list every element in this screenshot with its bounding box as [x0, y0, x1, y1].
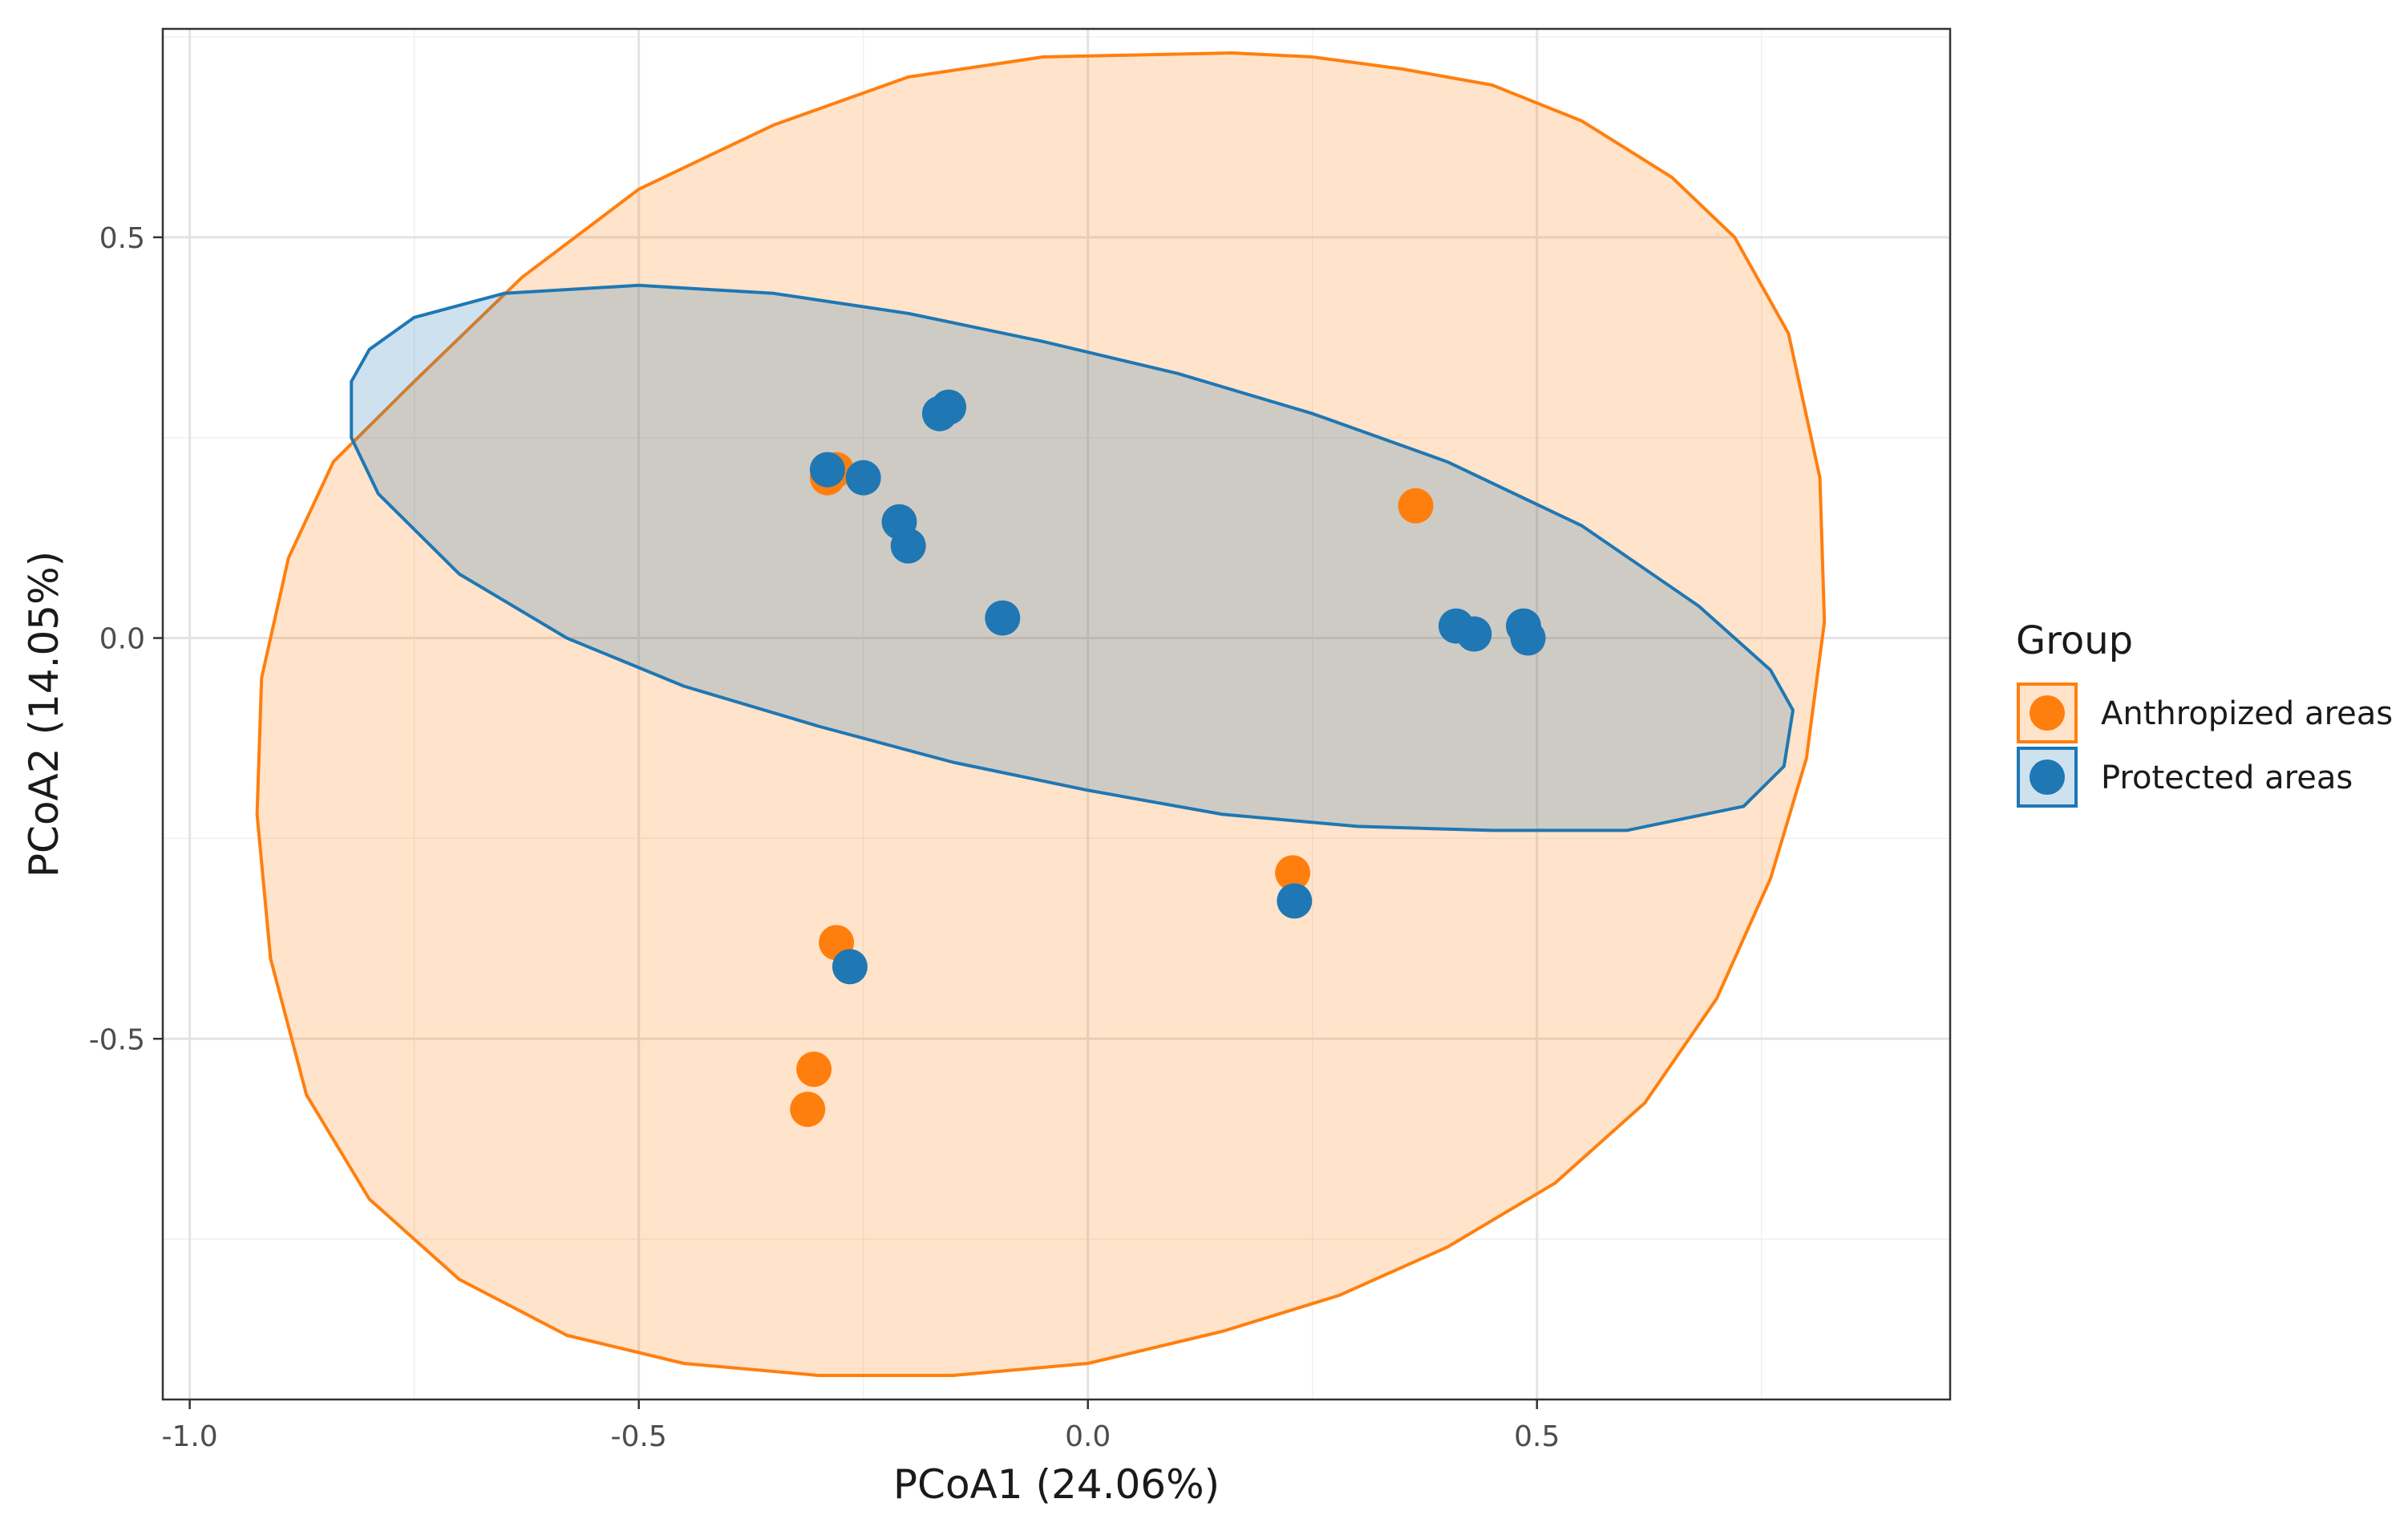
- point-anthropized-areas: [796, 1051, 832, 1088]
- x-tick-label: -0.5: [611, 1420, 667, 1453]
- point-protected-areas: [1277, 883, 1313, 919]
- point-protected-areas: [832, 949, 868, 985]
- minor-gridlines: [163, 29, 1950, 1399]
- point-anthropized-areas: [1398, 488, 1434, 524]
- plot-panel-border: [161, 27, 1952, 1401]
- legend: Group Anthropized areas Protected areas: [2016, 618, 2393, 808]
- y-axis-title: PCoA2 (14.05%): [21, 551, 67, 877]
- x-axis: -1.0 -0.5 0.0 0.5: [161, 1399, 1560, 1453]
- point-protected-areas: [1510, 620, 1546, 656]
- point-protected-areas: [890, 528, 926, 564]
- legend-label-protected-areas: Protected areas: [2101, 759, 2353, 796]
- y-axis: -0.5 0.0 0.5: [89, 222, 163, 1056]
- x-tick-label: 0.5: [1514, 1420, 1560, 1453]
- data-points: [790, 389, 1546, 1128]
- legend-marker-anthropized-areas: [2030, 695, 2065, 731]
- point-protected-areas: [931, 389, 967, 425]
- legend-title: Group: [2016, 618, 2133, 663]
- x-tick-label: -1.0: [161, 1420, 217, 1453]
- y-tick-label: -0.5: [89, 1023, 145, 1056]
- x-tick-label: 0.0: [1065, 1420, 1111, 1453]
- y-tick-label: 0.5: [99, 222, 145, 255]
- legend-items: Anthropized areas Protected areas: [2017, 683, 2393, 808]
- ellipse-anthropized-areas: [255, 51, 1827, 1377]
- confidence-ellipses: [255, 51, 1827, 1377]
- legend-label-anthropized-areas: Anthropized areas: [2101, 695, 2393, 732]
- legend-marker-protected-areas: [2030, 759, 2065, 795]
- point-protected-areas: [809, 452, 845, 488]
- point-protected-areas: [985, 600, 1021, 636]
- y-tick-label: 0.0: [99, 623, 145, 656]
- point-protected-areas: [845, 460, 881, 496]
- major-gridlines: [163, 29, 1950, 1399]
- x-axis-title: PCoA1 (24.06%): [893, 1461, 1220, 1508]
- plot-panel: [163, 29, 1950, 1399]
- point-protected-areas: [1456, 616, 1492, 652]
- ellipse-protected-areas: [350, 283, 1795, 832]
- point-anthropized-areas: [1275, 855, 1311, 891]
- point-anthropized-areas: [790, 1092, 826, 1128]
